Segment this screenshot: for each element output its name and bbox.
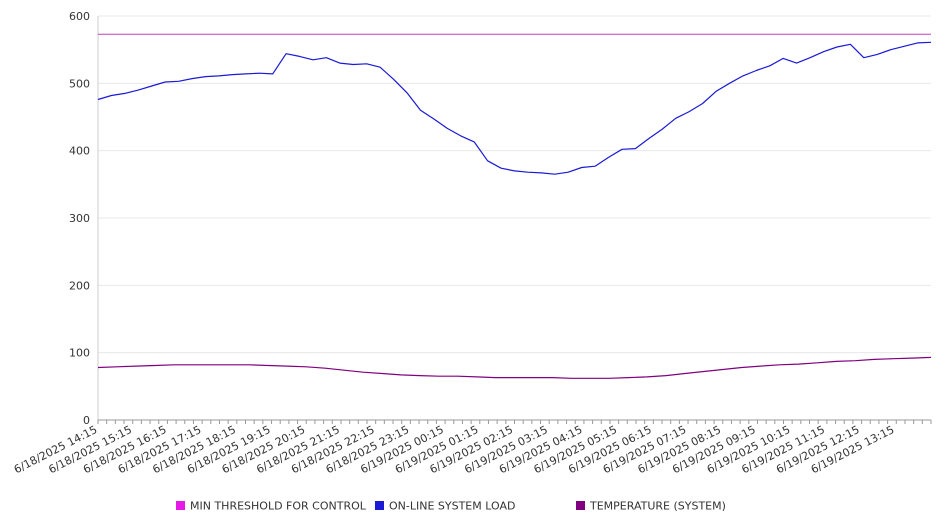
x-axis-ticks: 6/18/2025 14:156/18/2025 15:156/18/2025 …	[12, 423, 896, 476]
y-tick-label: 600	[69, 10, 90, 23]
temperature-line	[97, 356, 932, 379]
axes	[97, 16, 932, 424]
grid-lines	[98, 15, 931, 354]
legend-label: MIN THRESHOLD FOR CONTROL	[190, 500, 367, 513]
y-tick-label: 200	[69, 279, 90, 292]
legend-label: ON-LINE SYSTEM LOAD	[389, 500, 515, 513]
legend-system-load: ON-LINE SYSTEM LOAD	[375, 500, 515, 513]
y-tick-label: 100	[69, 347, 90, 360]
legend-min-threshold: MIN THRESHOLD FOR CONTROL	[176, 500, 367, 513]
legend: MIN THRESHOLD FOR CONTROL ON-LINE SYSTEM …	[176, 500, 726, 513]
series-lines	[97, 33, 932, 379]
y-tick-label: 300	[69, 212, 90, 225]
y-axis-ticks: 0 100 200 300 400 500 600	[69, 10, 90, 427]
legend-temperature: TEMPERATURE (SYSTEM)	[576, 500, 726, 513]
legend-swatch	[375, 501, 384, 510]
y-tick-label: 400	[69, 145, 90, 158]
legend-label: TEMPERATURE (SYSTEM)	[589, 500, 726, 513]
legend-swatch	[576, 501, 585, 510]
system-load-line	[97, 41, 932, 175]
legend-swatch	[176, 501, 185, 510]
y-tick-label: 500	[69, 77, 90, 90]
y-tick-label: 0	[83, 414, 90, 427]
